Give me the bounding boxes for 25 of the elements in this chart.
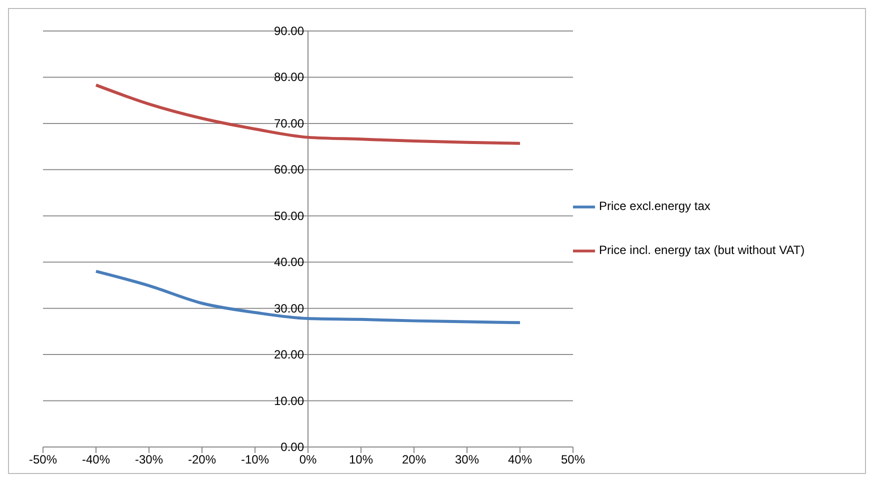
x-tick-label: 0% <box>299 452 317 467</box>
x-tick-label: -30% <box>134 452 164 467</box>
x-tick-label: -10% <box>240 452 270 467</box>
y-tick-label: 90.00 <box>274 24 304 38</box>
y-tick-label: 70.00 <box>274 116 304 130</box>
line-series <box>94 84 522 145</box>
x-tick-label: -20% <box>188 452 216 467</box>
y-tick-label: 10.00 <box>274 394 304 408</box>
x-tick-label: 20% <box>402 452 426 467</box>
y-tick-label: 60.00 <box>274 162 304 177</box>
y-tick-label: 30.00 <box>274 301 304 316</box>
line-series <box>94 270 522 324</box>
x-tick-label: 10% <box>348 452 374 467</box>
y-tick-label: 80.00 <box>274 70 304 84</box>
y-tick-label: 50.00 <box>274 208 304 223</box>
x-tick-label: 40% <box>508 452 532 467</box>
legend-label: Price incl. energy tax (but without VAT) <box>599 242 805 259</box>
x-tick-label: 30% <box>454 452 480 467</box>
y-tick-label: 20.00 <box>274 348 304 362</box>
x-tick-label: 50% <box>560 452 586 467</box>
x-tick-label: -50% <box>28 452 58 467</box>
legend-label: Price excl.energy tax <box>599 198 710 215</box>
x-tick-label: -40% <box>82 452 110 467</box>
y-tick-label: 40.00 <box>274 255 304 270</box>
y-tick-label: 0.00 <box>280 440 304 454</box>
